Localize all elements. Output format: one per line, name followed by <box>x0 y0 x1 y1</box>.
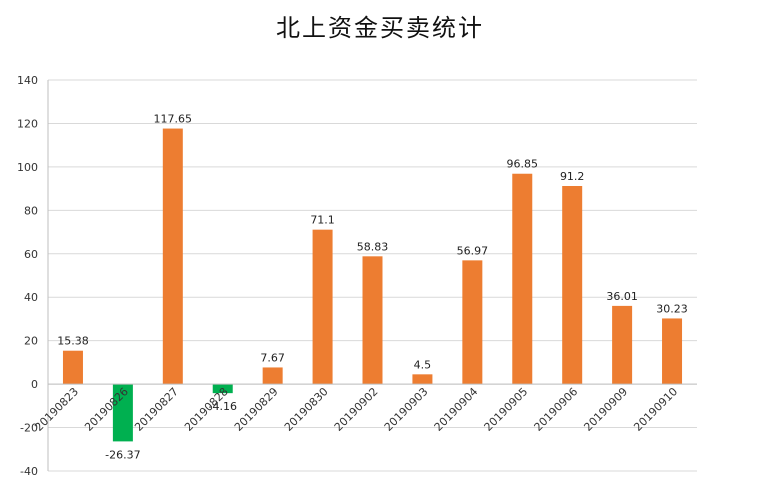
bar <box>412 374 433 385</box>
data-label: 7.67 <box>260 351 285 364</box>
y-tick-label: -40 <box>20 465 38 478</box>
data-label: 4.5 <box>414 358 432 371</box>
x-tick-label: 20190904 <box>432 385 481 434</box>
bar <box>562 186 583 385</box>
data-label: 117.65 <box>154 113 193 126</box>
bar <box>512 173 533 385</box>
data-label: 91.2 <box>560 170 585 183</box>
bar <box>312 229 333 385</box>
y-tick-label: 0 <box>31 378 38 391</box>
bar <box>112 384 133 442</box>
x-tick-label: 20190905 <box>482 385 531 434</box>
data-label: 15.38 <box>57 335 89 348</box>
y-tick-label: 60 <box>24 248 38 261</box>
x-tick-label: 20190823 <box>32 385 81 434</box>
x-tick-label: 20190829 <box>232 385 281 434</box>
x-tick-label: 20190830 <box>282 385 331 434</box>
bar <box>262 367 283 385</box>
y-tick-label: -20 <box>20 422 38 435</box>
y-tick-label: 20 <box>24 335 38 348</box>
bar <box>62 350 83 385</box>
x-tick-label: 20190909 <box>581 385 630 434</box>
y-tick-label: 80 <box>24 204 38 217</box>
data-label: 56.97 <box>457 244 489 257</box>
x-tick-label: 20190906 <box>532 385 581 434</box>
bar <box>212 384 233 394</box>
data-label: -4.16 <box>208 400 236 413</box>
y-tick-label: 40 <box>24 291 38 304</box>
y-tick-label: 100 <box>17 161 38 174</box>
bar <box>612 305 633 385</box>
y-tick-label: 120 <box>17 117 38 130</box>
x-tick-label: 20190903 <box>382 385 431 434</box>
data-label: 71.1 <box>310 214 335 227</box>
data-label: 58.83 <box>357 240 389 253</box>
data-label: 96.85 <box>507 158 539 171</box>
chart-title: 北上资金买卖统计 <box>276 14 484 42</box>
bar <box>462 260 483 385</box>
bar <box>662 318 683 385</box>
data-label: -26.37 <box>105 448 140 461</box>
data-label: 30.23 <box>656 302 688 315</box>
bar <box>162 128 183 385</box>
x-tick-label: 20190827 <box>132 385 181 434</box>
x-tick-label: 20190902 <box>332 385 381 434</box>
y-tick-label: 140 <box>17 74 38 87</box>
x-tick-label: 20190910 <box>631 385 680 434</box>
data-label: 36.01 <box>606 290 638 303</box>
bar <box>362 256 383 385</box>
